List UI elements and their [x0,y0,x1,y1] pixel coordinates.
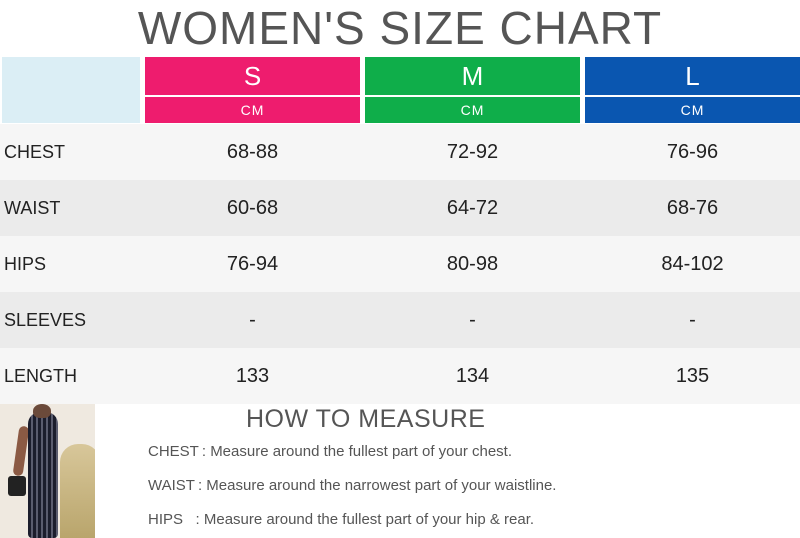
how-to-measure-title: HOW TO MEASURE [246,405,486,433]
row-label: SLEEVES [4,310,87,330]
cell-s: - [249,309,256,331]
page-title: WOMEN'S SIZE CHART [137,2,663,54]
handbag-icon [8,476,26,496]
measure-label: WAIST : [148,477,203,494]
measure-label: CHEST : [148,443,207,460]
measure-item-waist: WAIST : Measure around the narrowest par… [148,474,556,498]
row-label: HIPS [4,254,47,274]
table-row-sleeves: SLEEVES - - - [0,292,800,348]
row-label: CHEST [4,142,66,162]
cell-s: 76-94 [226,253,279,275]
row-label: LENGTH [4,366,78,386]
measure-item-chest: CHEST : Measure around the fullest part … [148,440,512,464]
model-photo [0,404,95,538]
cell-s: 60-68 [226,197,279,219]
size-header-s: S [145,57,360,95]
cell-m: 134 [455,365,490,387]
header-blank-cell [2,57,140,123]
table-row-chest: CHEST 68-88 72-92 76-96 [0,124,800,180]
measure-text: Measure around the narrowest part of you… [206,477,557,494]
unit-header-m: CM [365,97,580,123]
model-head [33,404,51,418]
unit-header-l: CM [585,97,800,123]
cell-l: 84-102 [661,253,724,275]
cell-l: 135 [675,365,710,387]
row-label: WAIST [4,198,61,218]
measure-label: HIPS : [148,511,200,528]
table-row-waist: WAIST 60-68 64-72 68-76 [0,180,800,236]
cell-l: 68-76 [666,197,719,219]
size-header-l: L [585,57,800,95]
cell-m: 72-92 [446,141,499,163]
table-row-hips: HIPS 76-94 80-98 84-102 [0,236,800,292]
cell-m: - [469,309,476,331]
unit-header-s: CM [145,97,360,123]
cell-s: 68-88 [226,141,279,163]
cell-s: 133 [235,365,270,387]
cell-m: 64-72 [446,197,499,219]
table-row-length: LENGTH 133 134 135 [0,348,800,404]
cell-m: 80-98 [446,253,499,275]
model-jumpsuit [28,412,58,538]
measure-text: Measure around the fullest part of your … [203,511,535,528]
cell-l: - [689,309,696,331]
measure-item-hips: HIPS : Measure around the fullest part o… [148,508,534,532]
size-header-m: M [365,57,580,95]
cell-l: 76-96 [666,141,719,163]
photo-background-decor [60,444,95,538]
measure-text: Measure around the fullest part of your … [210,443,513,460]
model-arm [12,425,30,477]
